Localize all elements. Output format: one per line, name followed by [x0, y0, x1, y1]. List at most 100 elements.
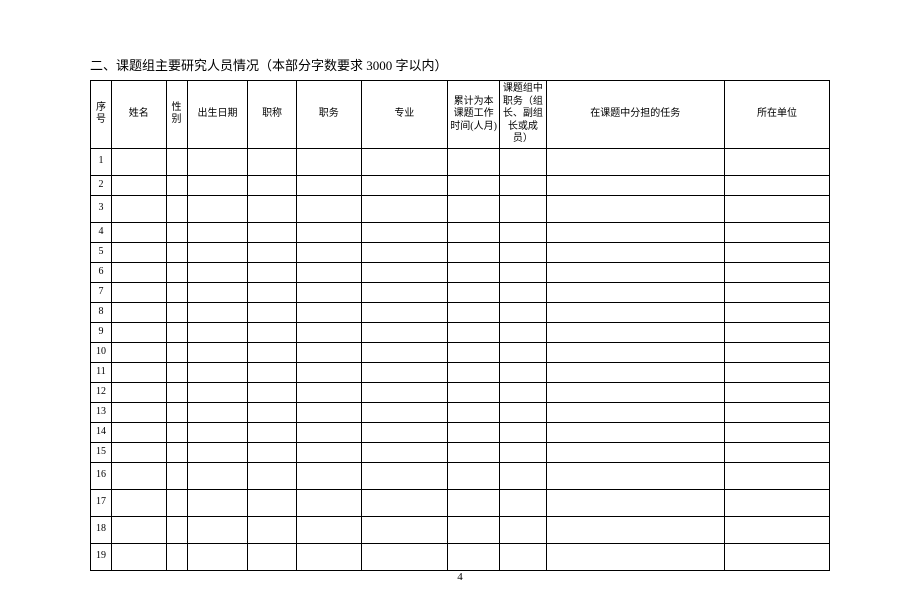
cell — [296, 322, 361, 342]
cell — [296, 489, 361, 516]
cell — [187, 322, 248, 342]
cell — [166, 242, 187, 262]
cell — [361, 489, 447, 516]
row-seq: 19 — [91, 543, 112, 570]
cell — [724, 342, 829, 362]
cell — [187, 148, 248, 175]
cell — [111, 262, 166, 282]
table-row: 13 — [91, 402, 830, 422]
cell — [724, 262, 829, 282]
table-row: 14 — [91, 422, 830, 442]
cell — [546, 422, 724, 442]
cell — [447, 402, 499, 422]
cell — [248, 543, 296, 570]
table-row: 10 — [91, 342, 830, 362]
cell — [296, 462, 361, 489]
cell — [724, 175, 829, 195]
cell — [361, 282, 447, 302]
cell — [296, 362, 361, 382]
table-row: 1 — [91, 148, 830, 175]
cell — [296, 282, 361, 302]
cell — [546, 148, 724, 175]
cell — [447, 148, 499, 175]
cell — [111, 242, 166, 262]
cell — [724, 422, 829, 442]
header-unit: 所在单位 — [724, 81, 829, 149]
table-header-row: 序号 姓名 性别 出生日期 职称 职务 专业 累计为本课题工作时间(人月) 课题… — [91, 81, 830, 149]
cell — [546, 322, 724, 342]
cell — [296, 195, 361, 222]
cell — [447, 222, 499, 242]
cell — [447, 516, 499, 543]
header-duty: 职务 — [296, 81, 361, 149]
row-seq: 7 — [91, 282, 112, 302]
cell — [546, 282, 724, 302]
row-seq: 11 — [91, 362, 112, 382]
cell — [361, 382, 447, 402]
cell — [248, 362, 296, 382]
cell — [500, 489, 546, 516]
section-title: 二、课题组主要研究人员情况（本部分字数要求 3000 字以内） — [90, 55, 830, 74]
table-row: 11 — [91, 362, 830, 382]
cell — [248, 516, 296, 543]
cell — [546, 489, 724, 516]
row-seq: 15 — [91, 442, 112, 462]
row-seq: 9 — [91, 322, 112, 342]
header-birth: 出生日期 — [187, 81, 248, 149]
cell — [724, 489, 829, 516]
cell — [447, 262, 499, 282]
table-body: 12345678910111213141516171819 — [91, 148, 830, 570]
cell — [248, 282, 296, 302]
cell — [361, 362, 447, 382]
cell — [361, 242, 447, 262]
cell — [546, 462, 724, 489]
cell — [361, 543, 447, 570]
cell — [248, 262, 296, 282]
cell — [296, 262, 361, 282]
cell — [111, 195, 166, 222]
cell — [500, 422, 546, 442]
cell — [546, 302, 724, 322]
cell — [296, 222, 361, 242]
row-seq: 17 — [91, 489, 112, 516]
header-pro-title: 职称 — [248, 81, 296, 149]
cell — [248, 462, 296, 489]
row-seq: 4 — [91, 222, 112, 242]
cell — [500, 382, 546, 402]
cell — [166, 148, 187, 175]
cell — [248, 382, 296, 402]
cell — [187, 242, 248, 262]
header-seq: 序号 — [91, 81, 112, 149]
cell — [500, 262, 546, 282]
cell — [296, 175, 361, 195]
cell — [187, 282, 248, 302]
cell — [111, 222, 166, 242]
cell — [361, 262, 447, 282]
cell — [248, 489, 296, 516]
cell — [447, 543, 499, 570]
cell — [296, 242, 361, 262]
cell — [447, 442, 499, 462]
header-time: 累计为本课题工作时间(人月) — [447, 81, 499, 149]
table-row: 5 — [91, 242, 830, 262]
cell — [724, 442, 829, 462]
table-row: 19 — [91, 543, 830, 570]
cell — [296, 148, 361, 175]
cell — [166, 362, 187, 382]
cell — [500, 362, 546, 382]
cell — [166, 516, 187, 543]
cell — [166, 442, 187, 462]
cell — [111, 175, 166, 195]
row-seq: 12 — [91, 382, 112, 402]
cell — [546, 543, 724, 570]
cell — [500, 543, 546, 570]
cell — [248, 148, 296, 175]
cell — [111, 462, 166, 489]
cell — [361, 148, 447, 175]
table-row: 18 — [91, 516, 830, 543]
cell — [361, 402, 447, 422]
cell — [187, 362, 248, 382]
cell — [111, 148, 166, 175]
cell — [111, 402, 166, 422]
cell — [447, 195, 499, 222]
